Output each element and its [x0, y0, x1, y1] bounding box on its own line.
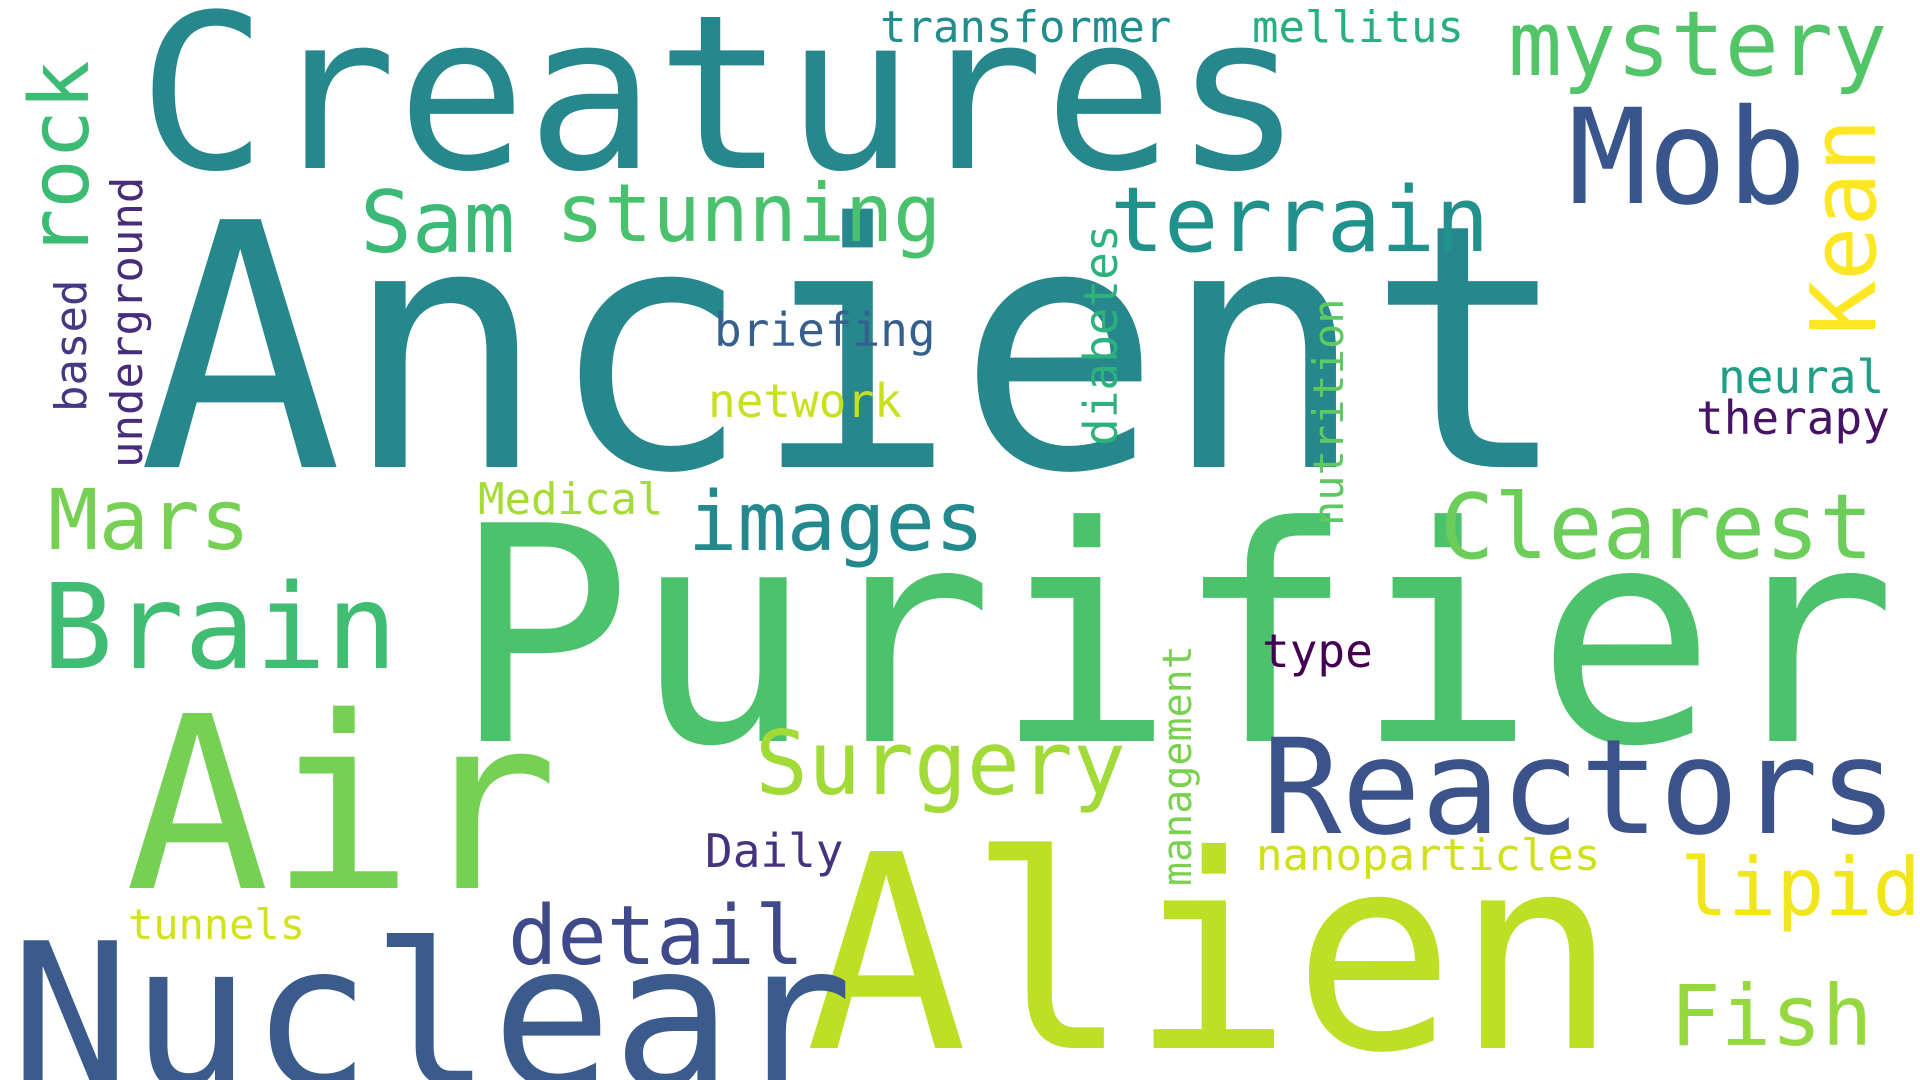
word-therapy: therapy	[1696, 391, 1890, 445]
word-daily: Daily	[705, 824, 844, 878]
word-alien: Alien	[805, 797, 1618, 1080]
word-nutrition: nutrition	[1304, 298, 1353, 526]
word-nanoparticles: nanoparticles	[1256, 830, 1601, 881]
word-based: based	[46, 279, 97, 412]
word-stunning: stunning	[556, 167, 942, 260]
word-air: Air	[125, 665, 559, 945]
word-lipid: lipid	[1680, 841, 1920, 934]
word-kean: Kean	[1792, 118, 1897, 335]
word-mellitus: mellitus	[1252, 2, 1464, 53]
word-rock: rock	[13, 60, 108, 258]
word-management: management	[1155, 645, 1201, 886]
word-diabetes: diabetes	[1074, 224, 1128, 446]
word-nuclear: Nuclear	[10, 901, 853, 1080]
word-neural: neural	[1718, 350, 1885, 404]
word-medical: Medical	[478, 474, 664, 525]
word-fish: Fish	[1670, 967, 1873, 1065]
word-mystery: mystery	[1508, 0, 1888, 97]
word-images: images	[688, 475, 985, 570]
word-sam: Sam	[360, 173, 516, 273]
word-clearest: Clearest	[1440, 475, 1874, 580]
word-purifier: Purifier	[452, 463, 1897, 812]
word-mars: Mars	[48, 471, 251, 569]
word-type: type	[1262, 624, 1373, 678]
word-network: network	[708, 374, 902, 428]
word-creatures: Creatures	[138, 0, 1303, 219]
word-ancient: Ancient	[138, 152, 1571, 548]
word-tunnels: tunnels	[128, 900, 306, 949]
word-surgery: Surgery	[755, 712, 1126, 815]
word-brain: Brain	[42, 558, 398, 696]
word-underground: underground	[102, 176, 153, 468]
word-reactors: Reactors	[1262, 711, 1898, 865]
word-transformer: transformer	[880, 2, 1172, 53]
word-terrain: terrain	[1110, 168, 1490, 273]
word-detail: detail	[508, 889, 805, 984]
word-mob: Mob	[1568, 81, 1807, 235]
word-briefing: briefing	[714, 303, 936, 357]
